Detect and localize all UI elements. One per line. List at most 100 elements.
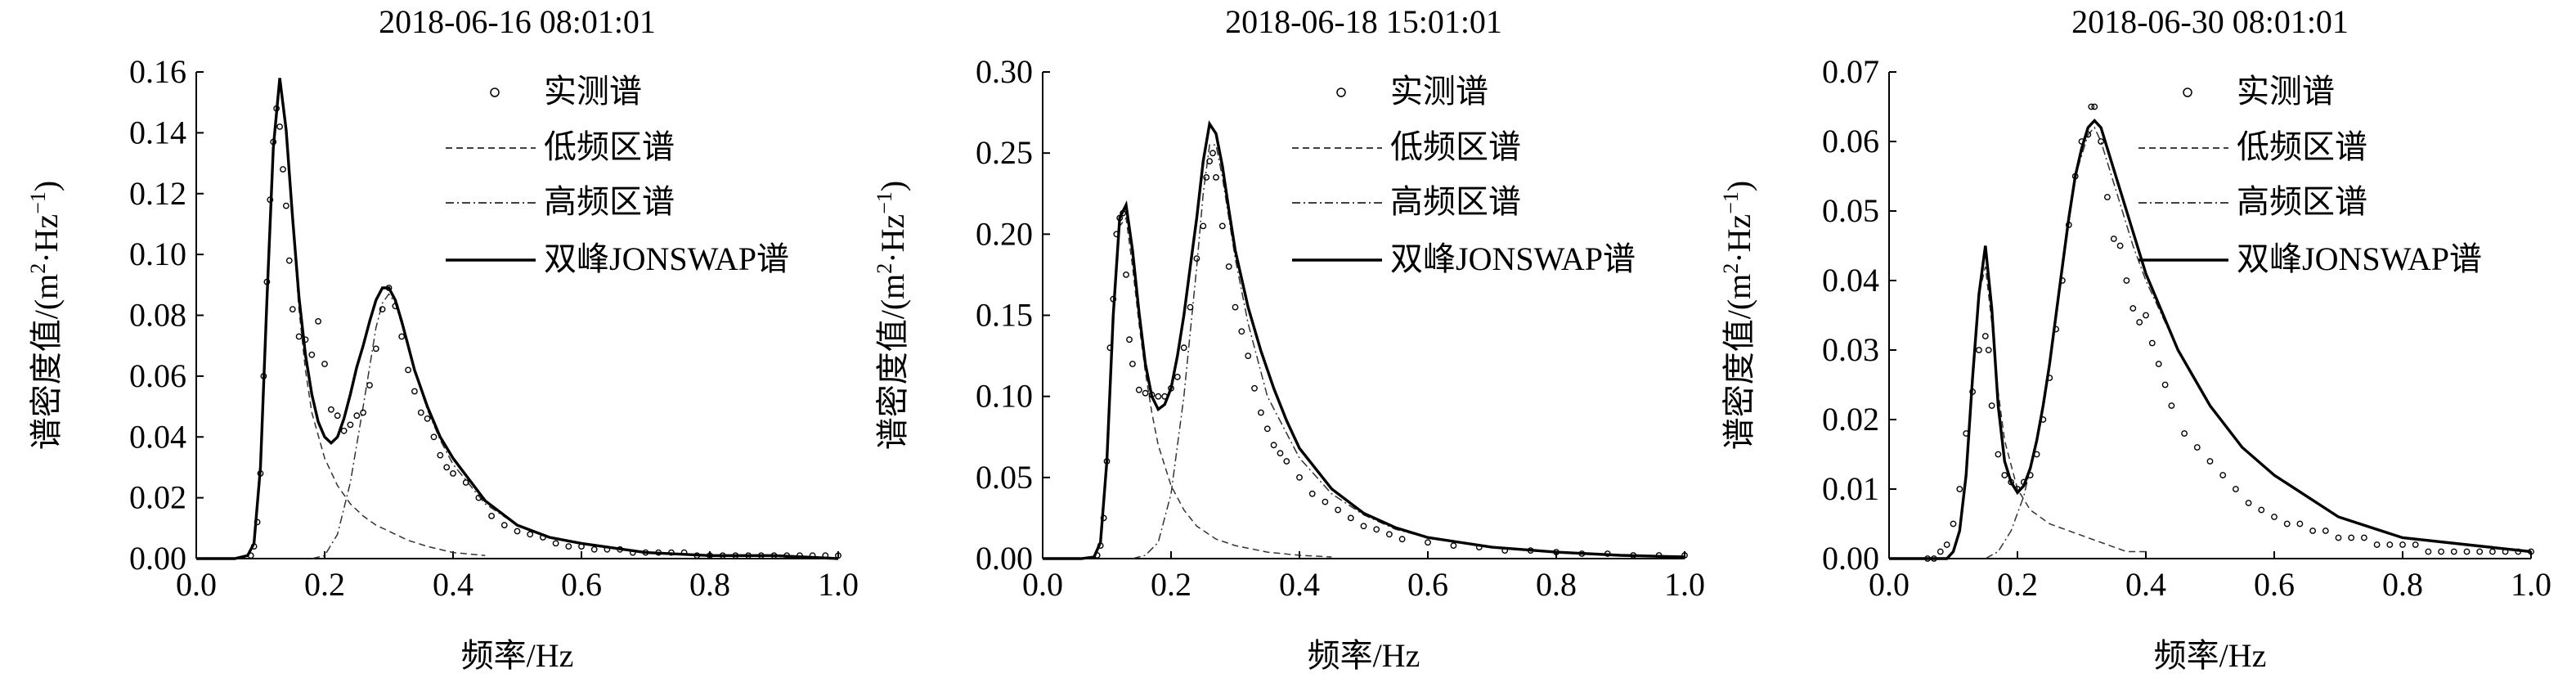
data-point <box>809 552 816 559</box>
x-tick-label: 0.6 <box>2254 566 2295 603</box>
data-point <box>2502 548 2509 555</box>
y-axis-label-sup1: 2 <box>873 263 896 274</box>
y-axis-label: 谱密度值/(m2·Hz−1) <box>26 181 65 451</box>
data-point <box>2116 242 2124 249</box>
data-point <box>1113 231 1120 238</box>
data-point <box>1988 402 1995 409</box>
data-point <box>2335 534 2342 541</box>
data-point <box>2040 416 2047 423</box>
y-tick-label: 0.12 <box>129 175 186 212</box>
data-point <box>1120 209 1127 217</box>
data-point <box>289 306 296 312</box>
data-point <box>260 372 267 379</box>
y-axis-label-sup2: −1 <box>26 191 50 214</box>
data-point <box>1174 373 1181 380</box>
data-point <box>655 549 662 556</box>
data-point <box>372 345 379 352</box>
x-tick-label: 0.6 <box>1407 566 1448 603</box>
data-point <box>1553 549 1560 555</box>
y-tick-label: 0.25 <box>976 134 1033 171</box>
data-point <box>2193 444 2201 451</box>
data-point <box>1106 344 1114 352</box>
data-point <box>2020 478 2027 486</box>
data-point <box>2450 548 2457 555</box>
data-point <box>2143 312 2149 319</box>
data-point <box>1123 271 1129 278</box>
data-point <box>1161 393 1169 400</box>
legend-label: 低频区谱 <box>544 128 675 165</box>
data-point <box>1360 523 1367 530</box>
series-3-measured-points <box>1924 103 2534 562</box>
data-point <box>2026 472 2034 478</box>
data-point <box>1425 539 1431 546</box>
y-axis-label-main: 谱密度值/(m <box>874 274 911 451</box>
data-point <box>2271 514 2278 520</box>
y-tick-label: 0.06 <box>1822 123 1879 159</box>
data-point <box>2258 506 2265 514</box>
data-point <box>2088 103 2095 110</box>
x-tick-label: 0.8 <box>1536 566 1577 603</box>
data-point <box>642 549 649 556</box>
data-point <box>1155 393 1162 400</box>
data-point <box>1168 384 1174 392</box>
data-point <box>1225 263 1232 270</box>
y-axis-label-sup2: −1 <box>873 191 896 214</box>
data-point <box>247 552 254 559</box>
chart-title: 2018-06-18 15:01:01 <box>1225 3 1502 40</box>
y-axis-label-main: 谱密度值/(m <box>1721 274 1757 451</box>
data-point <box>424 415 431 422</box>
data-point <box>285 257 293 264</box>
data-point <box>2110 236 2117 242</box>
data-point <box>462 479 469 486</box>
y-tick-label: 0.04 <box>129 418 186 455</box>
data-point <box>2425 548 2432 555</box>
data-point <box>2085 131 2092 138</box>
data-point <box>2091 103 2098 110</box>
series-2-jonswap-line <box>1043 119 1685 560</box>
data-point <box>552 540 559 547</box>
data-point <box>1126 336 1133 343</box>
legend-label: 高频区谱 <box>544 183 675 220</box>
data-point <box>2148 339 2156 347</box>
y-axis-label-mid: ·Hz <box>1721 214 1757 263</box>
data-point <box>282 202 289 209</box>
chart-title: 2018-06-30 08:01:01 <box>2071 3 2349 40</box>
data-point <box>2001 472 2008 478</box>
data-point <box>1251 384 1258 392</box>
y-axis-label-sup2: −1 <box>1719 191 1743 214</box>
y-tick-label: 0.05 <box>1822 192 1879 229</box>
data-point <box>308 351 316 358</box>
data-point <box>250 543 258 550</box>
data-point <box>1943 541 1950 548</box>
data-point <box>757 552 765 559</box>
data-point <box>2322 528 2329 534</box>
data-point <box>263 278 271 285</box>
data-point <box>2058 277 2066 284</box>
data-point <box>2046 375 2053 381</box>
series-1-low-freq-line <box>196 81 486 559</box>
x-axis-label: 频率/Hz <box>2154 637 2267 674</box>
data-point <box>1969 388 1977 395</box>
data-point <box>334 412 341 420</box>
data-point <box>2129 305 2137 312</box>
data-point <box>340 427 348 434</box>
data-point <box>2309 528 2317 534</box>
data-point <box>1103 458 1111 465</box>
data-point <box>2476 548 2484 555</box>
data-point <box>321 361 328 367</box>
x-tick-label: 0.2 <box>1151 566 1192 603</box>
data-point <box>450 470 456 477</box>
data-point <box>1924 555 1932 562</box>
data-point <box>2155 361 2162 367</box>
data-point <box>327 406 334 413</box>
data-point <box>527 531 534 538</box>
data-point <box>2232 486 2239 492</box>
legend-label: 低频区谱 <box>1390 128 1521 165</box>
data-point <box>1981 333 1989 339</box>
y-tick-label: 0.14 <box>129 114 186 150</box>
data-point <box>578 543 585 550</box>
data-point <box>693 552 701 559</box>
series-1-measured-points <box>247 105 841 559</box>
data-point <box>392 303 399 310</box>
data-point <box>2283 520 2291 528</box>
